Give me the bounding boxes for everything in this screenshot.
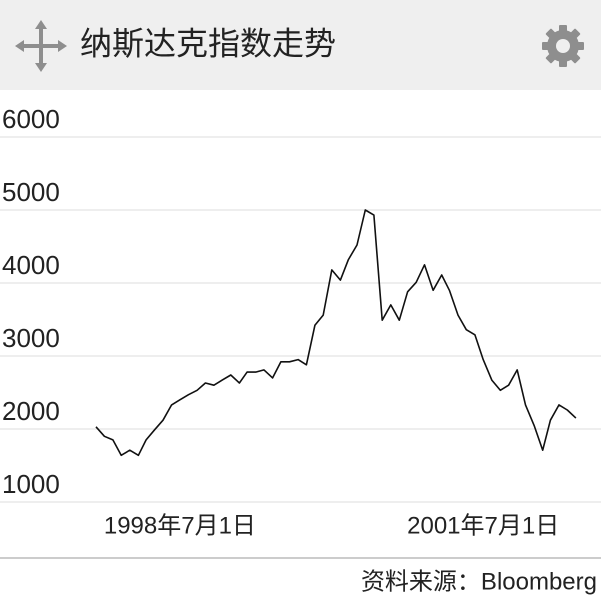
y-tick-label: 5000: [2, 177, 60, 207]
x-tick-label: 2001年7月1日: [407, 512, 559, 539]
y-tick-label: 2000: [2, 396, 60, 426]
y-tick-label: 6000: [2, 104, 60, 134]
source-note: 资料来源：Bloomberg: [361, 568, 597, 595]
chart-title: 纳斯达克指数走势: [80, 25, 336, 61]
header-bar: [0, 0, 601, 90]
x-tick-label: 1998年7月1日: [104, 512, 256, 539]
move-icon[interactable]: [15, 20, 67, 72]
settings-icon[interactable]: [542, 25, 584, 67]
y-tick-label: 3000: [2, 323, 60, 353]
y-tick-label: 4000: [2, 250, 60, 280]
y-tick-label: 1000: [2, 469, 60, 499]
line-series: [95, 209, 577, 457]
